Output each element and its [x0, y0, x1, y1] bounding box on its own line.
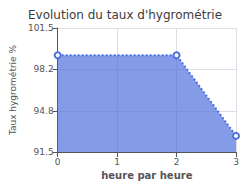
svg-text:heure par heure: heure par heure — [101, 170, 192, 181]
svg-text:101.5: 101.5 — [28, 23, 54, 33]
svg-text:3: 3 — [233, 157, 239, 167]
svg-text:Taux hygrométrie %: Taux hygrométrie % — [8, 44, 18, 136]
svg-text:98.2: 98.2 — [34, 64, 54, 74]
svg-text:94.8: 94.8 — [34, 106, 54, 116]
svg-text:1: 1 — [114, 157, 120, 167]
svg-text:0: 0 — [55, 157, 61, 167]
svg-text:Evolution du taux d'hygrométri: Evolution du taux d'hygrométrie — [28, 8, 222, 22]
svg-text:2: 2 — [174, 157, 180, 167]
svg-text:91.5: 91.5 — [34, 147, 54, 157]
